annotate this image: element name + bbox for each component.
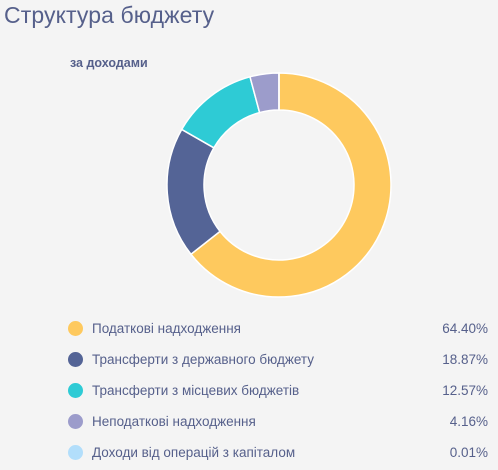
legend-label: Трансферти з місцевих бюджетів <box>92 383 300 398</box>
legend-label: Доходи від операцій з капіталом <box>92 445 296 460</box>
legend-item[interactable]: Неподаткові надходження 4.16% <box>68 411 490 433</box>
legend-value: 18.87% <box>442 352 488 367</box>
legend-item[interactable]: Трансферти з державного бюджету 18.87% <box>68 349 490 371</box>
legend-swatch <box>68 321 83 336</box>
donut-chart <box>166 72 392 298</box>
legend-swatch <box>68 352 83 367</box>
donut-slice[interactable] <box>189 72 392 298</box>
legend-value: 12.57% <box>442 383 488 398</box>
legend-label: Податкові надходження <box>92 321 241 336</box>
legend-value: 0.01% <box>449 445 488 460</box>
legend-item[interactable]: Трансферти з місцевих бюджетів 12.57% <box>68 380 490 402</box>
legend-value: 4.16% <box>449 414 488 429</box>
legend-item[interactable]: Доходи від операцій з капіталом 0.01% <box>68 442 490 464</box>
legend-label: Трансферти з державного бюджету <box>92 352 315 367</box>
legend-item[interactable]: Податкові надходження 64.40% <box>68 318 490 340</box>
page-title: Структура бюджету <box>4 2 215 28</box>
legend-swatch <box>68 383 83 398</box>
legend-swatch <box>68 414 83 429</box>
legend-value: 64.40% <box>442 321 488 336</box>
legend-swatch <box>68 445 83 460</box>
chart-subtitle: за доходами <box>70 56 148 70</box>
legend-label: Неподаткові надходження <box>92 414 256 429</box>
donut-slice[interactable] <box>166 128 222 256</box>
